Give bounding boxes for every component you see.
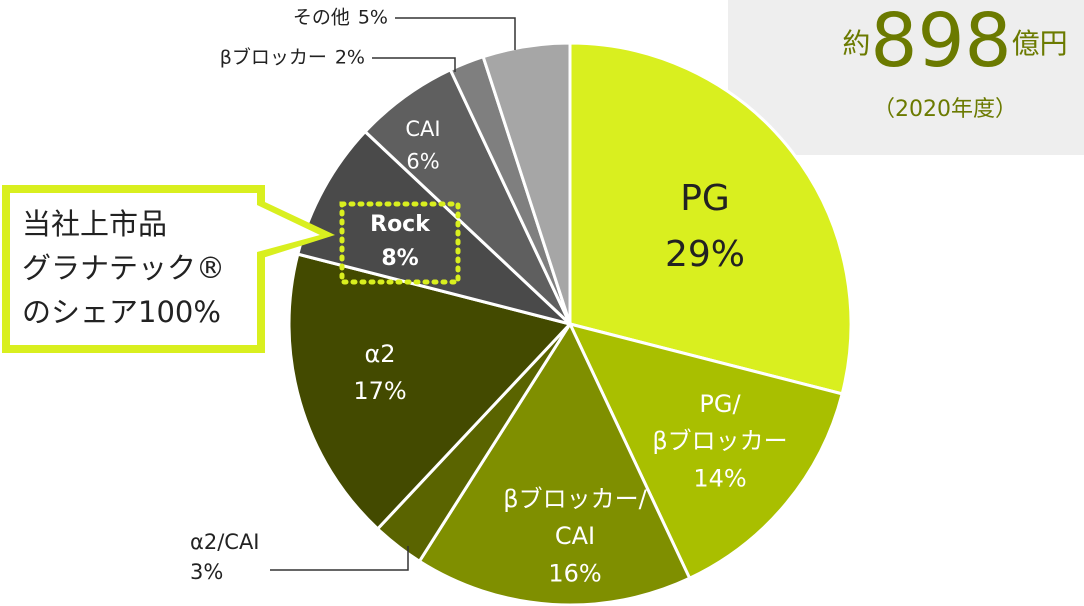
slice-label: PG/βブロッカー [652,390,787,455]
leader-line [372,57,456,72]
slice-label: その他 [293,7,350,29]
slice-value-label: 17% [353,377,406,405]
leader-line [270,546,409,571]
total-number: 898 [870,0,1011,84]
slice-label: Rock [370,212,431,237]
total-prefix: 約 [842,27,870,60]
total-box [728,0,1084,155]
leader-line [395,17,516,50]
pie-slice [417,320,692,606]
callout-pointer-inner [257,205,320,252]
slice-label: βブロッカー/CAI [503,485,647,550]
pie-slice [567,321,844,581]
year: （2020年度） [873,97,1017,122]
callout-box [2,185,265,353]
highlight-frame [339,201,461,285]
callout-line: グラナテック® [22,251,225,285]
pie-slice [287,252,573,531]
slice-value-label: 16% [548,559,601,587]
label-line: CAI [555,522,595,550]
slice-label: α2 [364,340,395,368]
pie-slice [568,41,853,396]
label-line: βブロッカー [652,427,787,455]
slice-value-label: 5% [358,7,388,29]
pie-slice [481,41,572,325]
slice-value-label: 29% [665,234,745,275]
pie-slice [296,129,572,326]
slice-value-label: 8% [381,246,418,271]
slice-label: PG [680,178,730,219]
callout-line: のシェア100% [22,295,221,329]
pie [287,41,853,606]
callout-line: 当社上市品 [22,207,167,241]
slice-value-label: 2% [335,47,365,69]
label-line: βブロッカー/ [503,485,647,513]
slice-value-label: 3% [190,560,223,584]
total: 約898億円 [842,0,1067,84]
label-line: PG/ [699,390,741,418]
slice-label: CAI [405,117,440,141]
slice-value-label: 14% [693,464,746,492]
total-unit: 億円 [1012,27,1068,60]
slice-label: α2/CAI [190,530,260,554]
slice-label: βブロッカー [220,46,327,69]
slice-value-label: 6% [406,150,439,174]
